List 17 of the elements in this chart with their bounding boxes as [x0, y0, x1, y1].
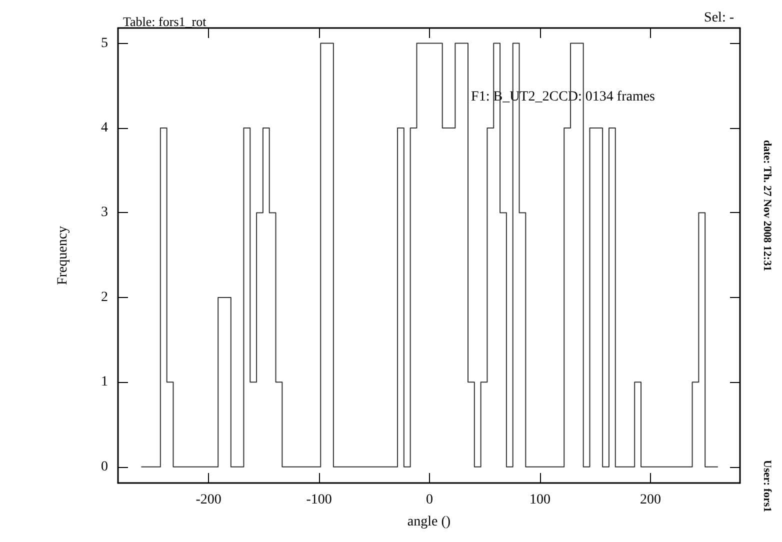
y-axis-title: Frequency [56, 226, 70, 286]
y-tick-label: 1 [101, 374, 108, 390]
y-tick-label: 5 [101, 36, 108, 51]
text: Sel: - [704, 10, 734, 26]
y-tick-label: 2 [101, 290, 108, 305]
y-tick-label: 4 [101, 120, 108, 136]
x-tick-label: -100 [306, 492, 332, 508]
y-tick-label: 0 [101, 459, 108, 474]
x-axis-title: angle () [407, 514, 451, 530]
text: date: Th. 27 Nov 2008 12:31 [761, 140, 773, 272]
x-tick-label: 100 [530, 492, 551, 508]
x-tick-label: 0 [426, 492, 434, 508]
text: User: fors1 [761, 460, 773, 512]
x-tick-label: -200 [196, 492, 222, 508]
chart-title: Table: fors1_rot [123, 14, 207, 29]
x-tick-label: 200 [640, 492, 662, 508]
y-tick-label: 3 [101, 205, 108, 220]
